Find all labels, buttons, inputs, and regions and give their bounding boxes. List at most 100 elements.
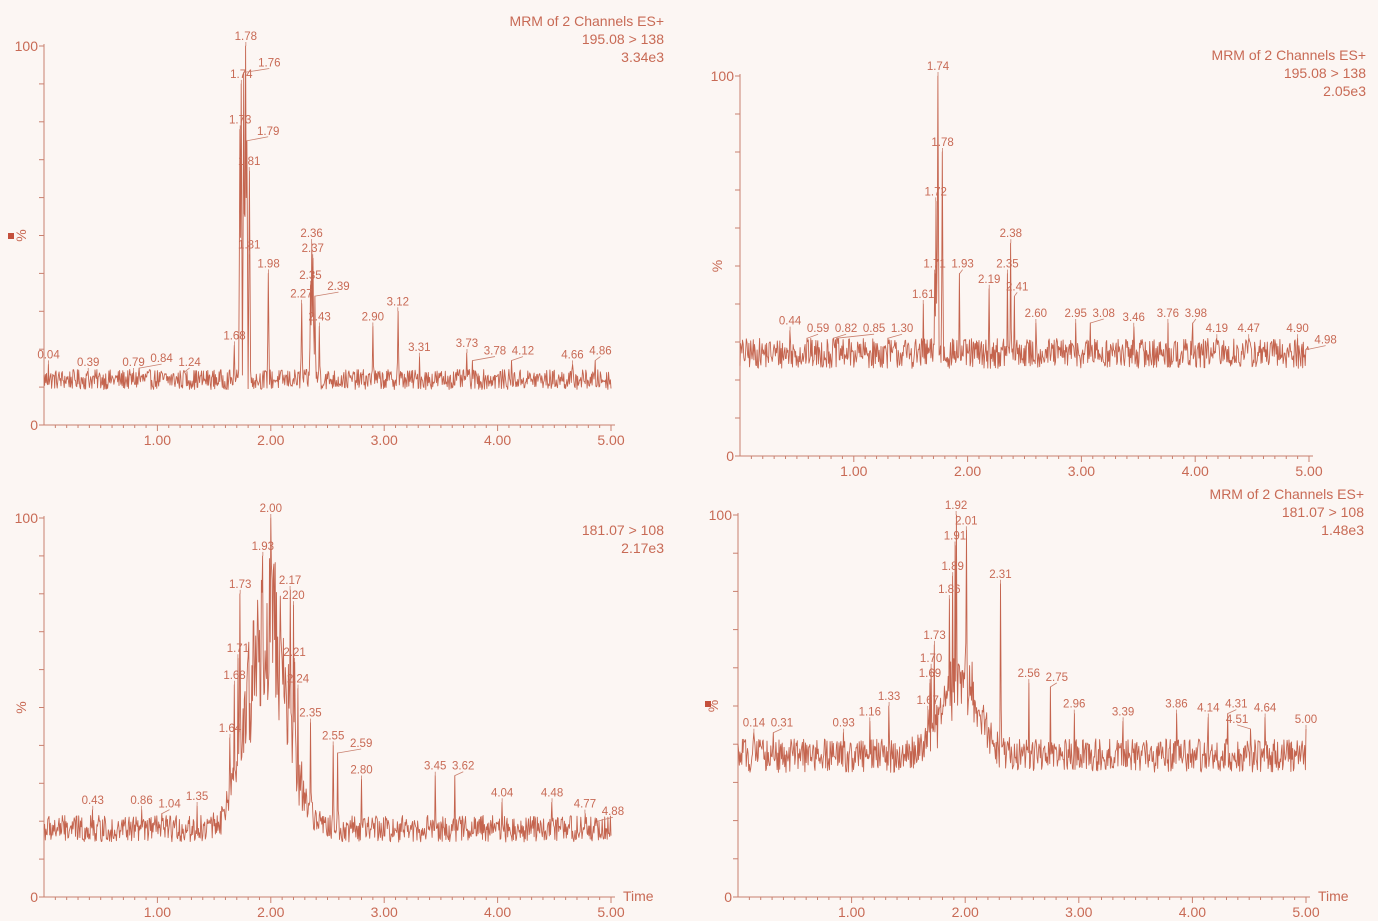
y-tick-label: 0	[724, 889, 732, 905]
peak-label: 1.98	[257, 258, 279, 270]
peak-label: 1.70	[920, 653, 942, 665]
x-tick-label: 4.00	[484, 904, 511, 920]
peak-label: 2.37	[302, 243, 324, 255]
x-tick-label: 1.00	[144, 904, 171, 920]
peak-label: 3.08	[1093, 308, 1115, 320]
peak-label: 0.31	[771, 718, 793, 730]
y-axis-label: %	[709, 260, 725, 272]
peak-label: 2.21	[283, 647, 305, 659]
peak-label: 1.93	[951, 259, 973, 271]
peak-label: 0.84	[150, 353, 173, 365]
peak-label: 2.55	[322, 730, 344, 742]
peak-label: 1.92	[945, 500, 967, 512]
peak-label: 2.01	[955, 515, 977, 527]
peak-label: 2.20	[282, 590, 304, 602]
peak-label: 3.39	[1112, 706, 1134, 718]
peak-label: 1.68	[223, 330, 245, 342]
peak-label: 1.71	[227, 643, 249, 655]
y-tick-label: 0	[726, 448, 734, 464]
peak-label: 4.12	[512, 346, 534, 358]
peak-label: 2.80	[350, 765, 372, 777]
peak-label: 4.31	[1225, 699, 1247, 711]
peak-label: 2.59	[350, 738, 372, 750]
peak-leader	[1192, 318, 1197, 324]
y-axis-label: %	[13, 701, 29, 713]
peak-label: 0.39	[77, 357, 99, 369]
peak-label: 2.96	[1063, 699, 1085, 711]
peak-label: 4.64	[1254, 702, 1277, 714]
peak-leader	[1227, 709, 1237, 715]
peak-leader	[246, 136, 269, 142]
header-line-1: MRM of 2 Channels ES+	[1212, 47, 1366, 63]
x-tick-label: 5.00	[597, 904, 624, 920]
y-tick-label: 0	[30, 417, 38, 433]
peak-label: 1.67	[917, 695, 939, 707]
chromatogram-panel-2: 1.00 2.00 3.00 4.00 5.00 0 100% MRM of 2 Channe…	[709, 47, 1366, 479]
peak-label: 2.31	[989, 569, 1011, 581]
peak-label: 4.51	[1226, 714, 1248, 726]
peak-leader	[1236, 724, 1251, 730]
peak-leader	[1013, 292, 1018, 297]
header-line-2: 195.08 > 138	[1284, 65, 1366, 81]
header-line-3: 3.34e3	[621, 49, 664, 65]
channel-marker	[705, 701, 711, 707]
peak-label: 4.90	[1286, 323, 1308, 335]
peak-leader	[139, 363, 162, 369]
x-tick-label: 2.00	[954, 463, 981, 479]
x-tick-label: 2.00	[257, 432, 284, 448]
peak-label: 2.24	[287, 674, 310, 686]
header-line-1: MRM of 2 Channels ES+	[1210, 486, 1364, 502]
y-tick-label: 100	[711, 68, 735, 84]
chromatogram-panel-3: 1.00 2.00 3.00 4.00 5.00 0 100% 181.07 > 108 2.1…	[13, 503, 664, 920]
peak-leader	[243, 68, 270, 73]
peak-leader	[314, 291, 339, 297]
peak-label: 1.74	[927, 61, 950, 73]
peak-label: 0.85	[863, 323, 885, 335]
y-tick-label: 0	[30, 889, 38, 905]
peak-leader	[1306, 345, 1326, 350]
peak-leader	[773, 728, 783, 734]
peak-label: 3.76	[1157, 308, 1179, 320]
x-tick-label: 3.00	[1068, 463, 1095, 479]
peak-label: 1.76	[258, 58, 280, 70]
peak-label: 1.91	[944, 531, 966, 543]
peak-label: 2.17	[279, 575, 301, 587]
peak-leader	[833, 333, 847, 339]
peak-label: 1.68	[223, 670, 245, 682]
peak-label: 4.66	[561, 349, 583, 361]
peak-label: 0.04	[37, 349, 60, 361]
peak-label: 0.79	[122, 357, 144, 369]
peak-label: 1.73	[923, 630, 945, 642]
peak-label: 1.30	[891, 323, 913, 335]
peak-label: 1.86	[938, 584, 960, 596]
peak-label: 1.04	[158, 799, 181, 811]
peak-label: 4.98	[1314, 335, 1336, 347]
x-tick-label: 3.00	[1065, 904, 1092, 920]
peak-label: 2.00	[260, 503, 282, 515]
peak-label: 3.86	[1165, 699, 1187, 711]
peak-label: 1.73	[229, 114, 251, 126]
header-line-3: 2.17e3	[621, 540, 664, 556]
peak-label: 5.00	[1295, 714, 1317, 726]
peak-label: 2.35	[996, 259, 1018, 271]
peak-leader	[1090, 318, 1104, 324]
peak-label: 1.81	[238, 156, 260, 168]
peak-leader	[1050, 682, 1058, 688]
peak-label: 4.48	[541, 787, 563, 799]
header-line-2: 181.07 > 108	[582, 522, 664, 538]
peak-label: 2.39	[327, 281, 349, 293]
peak-leader	[184, 367, 190, 373]
peak-label: 2.60	[1025, 308, 1047, 320]
peak-label: 1.79	[257, 126, 279, 138]
peak-label: 0.14	[743, 718, 766, 730]
peak-leader	[472, 356, 496, 361]
peak-label: 2.75	[1046, 672, 1068, 684]
time-axis-label: Time	[623, 888, 654, 904]
peak-label: 1.74	[230, 69, 253, 81]
peak-leader	[836, 333, 875, 339]
peak-label: 3.12	[387, 296, 409, 308]
chromatogram-panel-1: 1.00 2.00 3.00 4.00 5.00 0 100% MRM of 2 Channe…	[8, 13, 664, 448]
peak-label: 0.44	[779, 316, 802, 328]
